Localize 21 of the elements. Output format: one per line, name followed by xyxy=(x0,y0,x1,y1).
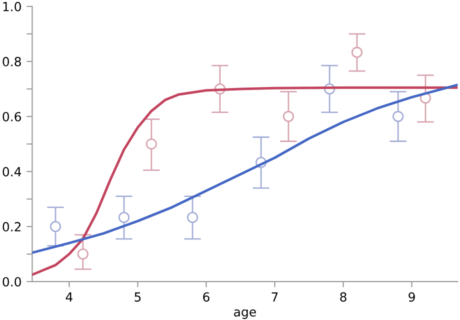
point xyxy=(351,46,363,58)
x-tick-label: 9 xyxy=(408,292,415,302)
point xyxy=(146,138,157,150)
x-tick-label: 4 xyxy=(66,292,72,302)
x-tick-label: 5 xyxy=(134,292,141,302)
y-tick-label: 0.0 xyxy=(2,277,21,287)
y-tick-label: 1.0 xyxy=(3,2,21,12)
point xyxy=(282,110,294,122)
y-tick-label: 0.2 xyxy=(2,222,21,232)
point xyxy=(77,248,88,260)
x-tick-label: 7 xyxy=(272,292,278,302)
x-axis-title: age xyxy=(234,309,256,319)
y-tick-label: 0.8 xyxy=(2,56,21,66)
x-tick-label: 6 xyxy=(203,292,210,302)
point xyxy=(50,221,62,232)
point xyxy=(186,212,198,224)
y-tick-label: 0.6 xyxy=(2,112,21,122)
x-tick-label: 8 xyxy=(340,292,346,302)
y-tick-label: 0.4 xyxy=(2,166,22,176)
point xyxy=(392,110,404,122)
point xyxy=(118,212,130,224)
